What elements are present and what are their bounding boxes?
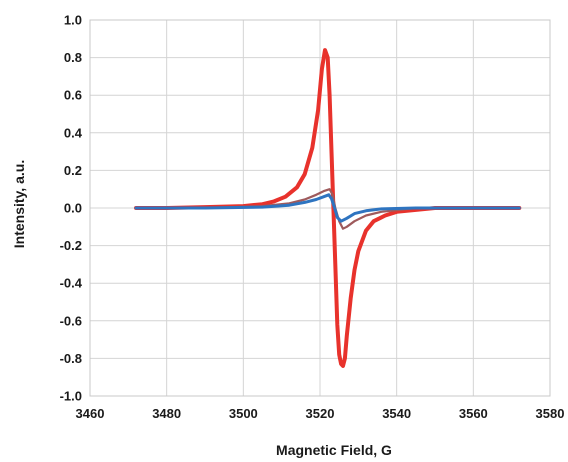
y-tick-label: -0.4 [60, 276, 83, 291]
y-tick-label: 0.4 [64, 125, 83, 140]
y-tick-label: 0.6 [64, 88, 82, 103]
series-line-3 [134, 193, 521, 223]
y-tick-label: 1.0 [64, 13, 82, 28]
x-tick-label: 3560 [459, 406, 488, 421]
series-lines [134, 48, 522, 368]
y-axis-title: Intensity, a.u. [11, 160, 27, 248]
y-tick-label: -0.6 [60, 313, 82, 328]
x-tick-label: 3480 [152, 406, 181, 421]
x-axis-tick-labels: 3460 3480 3500 3520 3540 3560 3580 [76, 406, 565, 421]
x-tick-label: 3500 [229, 406, 258, 421]
x-tick-label: 3580 [536, 406, 565, 421]
y-tick-label: 0.2 [64, 163, 82, 178]
series-line-1 [134, 48, 522, 368]
y-tick-label: 0.8 [64, 50, 82, 65]
plot-area-border [89, 19, 551, 397]
y-tick-label: -0.2 [60, 238, 82, 253]
x-axis-title: Magnetic Field, G [276, 442, 392, 458]
x-tick-label: 3520 [306, 406, 335, 421]
y-tick-label: -0.8 [60, 351, 82, 366]
x-tick-label: 3460 [76, 406, 105, 421]
x-tick-label: 3540 [382, 406, 411, 421]
y-tick-label: 0.0 [64, 201, 82, 216]
y-tick-label: -1.0 [60, 389, 82, 404]
y-axis-tick-labels: 1.0 0.8 0.6 0.4 0.2 0.0 -0.2 -0.4 -0.6 -0.8 -1.0 [60, 13, 83, 404]
